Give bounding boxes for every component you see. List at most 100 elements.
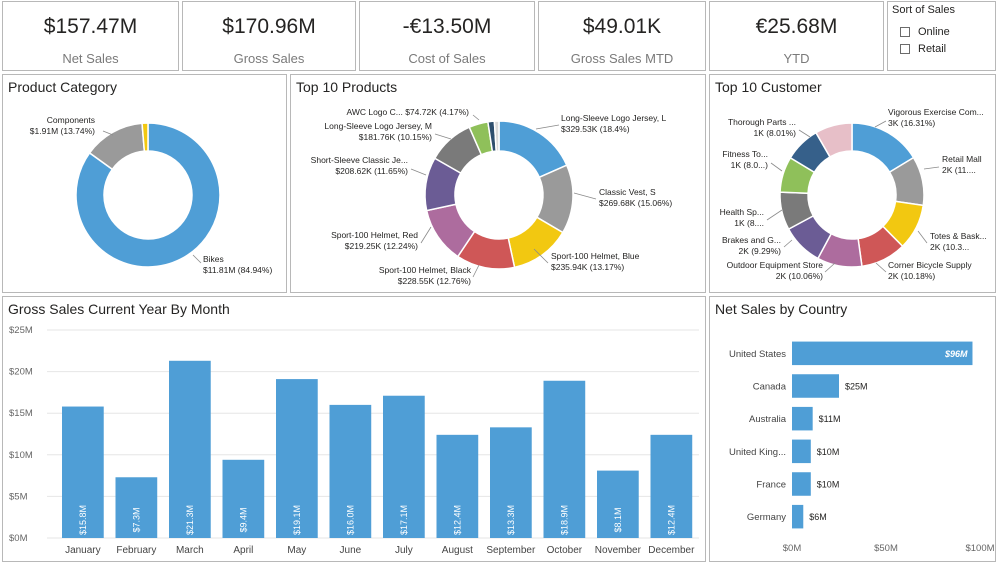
kpi-value: -€13.50M bbox=[402, 15, 492, 38]
gross-sales-month-bar-chart[interactable]: $0M $5M $10M $15M $20M $25M $15.8M January $7.3M… bbox=[3, 297, 706, 562]
x-tick-label: September bbox=[486, 545, 536, 556]
slice-label: 2K (10.06%) bbox=[776, 271, 823, 281]
bar-data-label: $12.4M bbox=[666, 505, 676, 535]
x-tick-label: March bbox=[176, 545, 204, 556]
slice-label: Sport-100 Helmet, Blue bbox=[551, 251, 640, 261]
kpi-net-sales[interactable]: $157.47M Net Sales bbox=[2, 1, 179, 71]
leader-line bbox=[874, 120, 887, 128]
bar-data-label: $13.3M bbox=[506, 505, 516, 535]
bar-data-label: $12.4M bbox=[452, 505, 462, 535]
x-tick-label: February bbox=[116, 545, 156, 556]
top-customer-donut-chart[interactable]: Vigorous Exercise Com...3K (16.31%) Retai… bbox=[710, 75, 996, 293]
kpi-gross-sales-mtd[interactable]: $49.01K Gross Sales MTD bbox=[538, 1, 706, 71]
kpi-label: Net Sales bbox=[62, 51, 119, 66]
leader-line bbox=[770, 162, 783, 172]
bar[interactable] bbox=[62, 406, 104, 538]
top-products-panel[interactable]: Top 10 Products Long-Sleeve Logo Jersey,… bbox=[290, 74, 706, 293]
bar[interactable] bbox=[383, 395, 425, 538]
bar[interactable] bbox=[597, 470, 639, 538]
donut-slice[interactable] bbox=[498, 120, 568, 179]
leader-line bbox=[102, 130, 114, 136]
kpi-gross-sales[interactable]: $170.96M Gross Sales bbox=[182, 1, 356, 71]
y-tick-label: United States bbox=[729, 349, 786, 360]
x-tick-label: $100M bbox=[965, 543, 994, 554]
bar[interactable] bbox=[650, 434, 693, 538]
bar[interactable] bbox=[792, 341, 973, 366]
top-products-donut-chart[interactable]: Long-Sleeve Logo Jersey, L$329.53K (18.4… bbox=[291, 75, 706, 293]
net-sales-country-bar-chart[interactable]: $0M $50M $100M $96M United States $25M Canada $… bbox=[710, 297, 996, 562]
kpi-cost-of-sales[interactable]: -€13.50M Cost of Sales bbox=[359, 1, 535, 71]
bar-data-label: $25M bbox=[845, 382, 868, 392]
bar-data-label: $8.1M bbox=[613, 507, 623, 532]
slicer-option-online[interactable]: Online bbox=[900, 25, 950, 39]
bar-data-label: $10M bbox=[817, 480, 840, 490]
bar[interactable] bbox=[169, 360, 211, 538]
bar[interactable] bbox=[276, 379, 318, 538]
y-tick-label: Germany bbox=[747, 512, 786, 523]
leader-line bbox=[766, 209, 783, 221]
bar-data-label: $9.4M bbox=[238, 507, 248, 532]
bar-data-label: $7.3M bbox=[131, 507, 141, 532]
bar[interactable] bbox=[490, 427, 532, 538]
bar[interactable] bbox=[115, 477, 158, 538]
donut-slice[interactable] bbox=[141, 122, 149, 152]
leader-line bbox=[875, 262, 887, 273]
kpi-ytd[interactable]: €25.68M YTD bbox=[709, 1, 884, 71]
net-sales-by-country-panel[interactable]: Net Sales by Country $0M $50M $100M $96M Uni… bbox=[709, 296, 996, 562]
bar[interactable] bbox=[329, 404, 372, 538]
x-tick-label: December bbox=[648, 545, 695, 556]
checkbox-icon[interactable] bbox=[900, 44, 910, 54]
bar-data-label: $96M bbox=[944, 349, 968, 359]
x-tick-label: August bbox=[442, 545, 473, 556]
product-category-panel[interactable]: Product Category Bikes $11.81M (84.94%) Co… bbox=[2, 74, 287, 293]
bar[interactable] bbox=[792, 504, 804, 529]
x-tick-label: May bbox=[287, 545, 306, 556]
bar[interactable] bbox=[222, 459, 265, 538]
slice-label: Bikes bbox=[203, 254, 224, 264]
leader-line bbox=[472, 114, 480, 121]
y-tick-label: Australia bbox=[749, 414, 787, 425]
slice-label: $228.55K (12.76%) bbox=[398, 276, 471, 286]
slice-label: 2K (11.... bbox=[942, 165, 976, 175]
donut-slice[interactable] bbox=[75, 122, 221, 268]
slice-label: $329.53K (18.4%) bbox=[561, 124, 630, 134]
slice-label: 2K (9.29%) bbox=[738, 246, 781, 256]
x-tick-label: January bbox=[65, 545, 101, 556]
slice-label: 3K (16.31%) bbox=[888, 118, 935, 128]
leader-line bbox=[420, 226, 432, 244]
bar[interactable] bbox=[792, 472, 811, 496]
slice-label: $219.25K (12.24%) bbox=[345, 241, 418, 251]
slice-label: Fitness To... bbox=[722, 149, 768, 159]
product-category-donut-chart[interactable]: Bikes$11.81M (84.94%) Components$1.91M (1… bbox=[3, 75, 287, 293]
kpi-value: $157.47M bbox=[43, 15, 138, 38]
donut-slice[interactable] bbox=[814, 122, 853, 158]
checkbox-icon[interactable] bbox=[900, 27, 910, 37]
x-tick-label: $50M bbox=[874, 543, 898, 554]
bar[interactable] bbox=[792, 439, 811, 464]
slice-label: Classic Vest, S bbox=[599, 187, 656, 197]
slicer-option-label: Retail bbox=[918, 43, 947, 55]
donut-slice[interactable] bbox=[493, 120, 500, 152]
bar-data-label: $6M bbox=[809, 512, 827, 522]
x-tick-label: July bbox=[395, 545, 413, 556]
bar[interactable] bbox=[792, 406, 813, 431]
slicer-option-retail[interactable]: Retail bbox=[900, 42, 946, 56]
panel-title: Net Sales by Country bbox=[715, 301, 848, 317]
kpi-label: YTD bbox=[783, 51, 810, 66]
slice-label: $11.81M (84.94%) bbox=[203, 265, 272, 275]
slice-label: AWC Logo C... $74.72K (4.17%) bbox=[346, 107, 469, 117]
y-tick-label: Canada bbox=[753, 382, 787, 393]
slice-label: Outdoor Equipment Store bbox=[727, 260, 824, 270]
gross-sales-by-month-panel[interactable]: Gross Sales Current Year By Month $0M $5M… bbox=[2, 296, 706, 562]
slice-label: $235.94K (13.17%) bbox=[551, 262, 624, 272]
kpi-value: €25.68M bbox=[755, 15, 838, 38]
bar-data-label: $19.1M bbox=[292, 505, 302, 535]
y-tick-label: $10M bbox=[9, 450, 33, 461]
bar[interactable] bbox=[543, 380, 586, 538]
bar-data-label: $17.1M bbox=[399, 505, 409, 535]
leader-line bbox=[410, 168, 427, 176]
leader-line bbox=[824, 262, 836, 273]
bar[interactable] bbox=[792, 374, 839, 398]
top-customer-panel[interactable]: Top 10 Customer Vigorous Exercise Com...… bbox=[709, 74, 996, 293]
bar[interactable] bbox=[436, 434, 479, 538]
